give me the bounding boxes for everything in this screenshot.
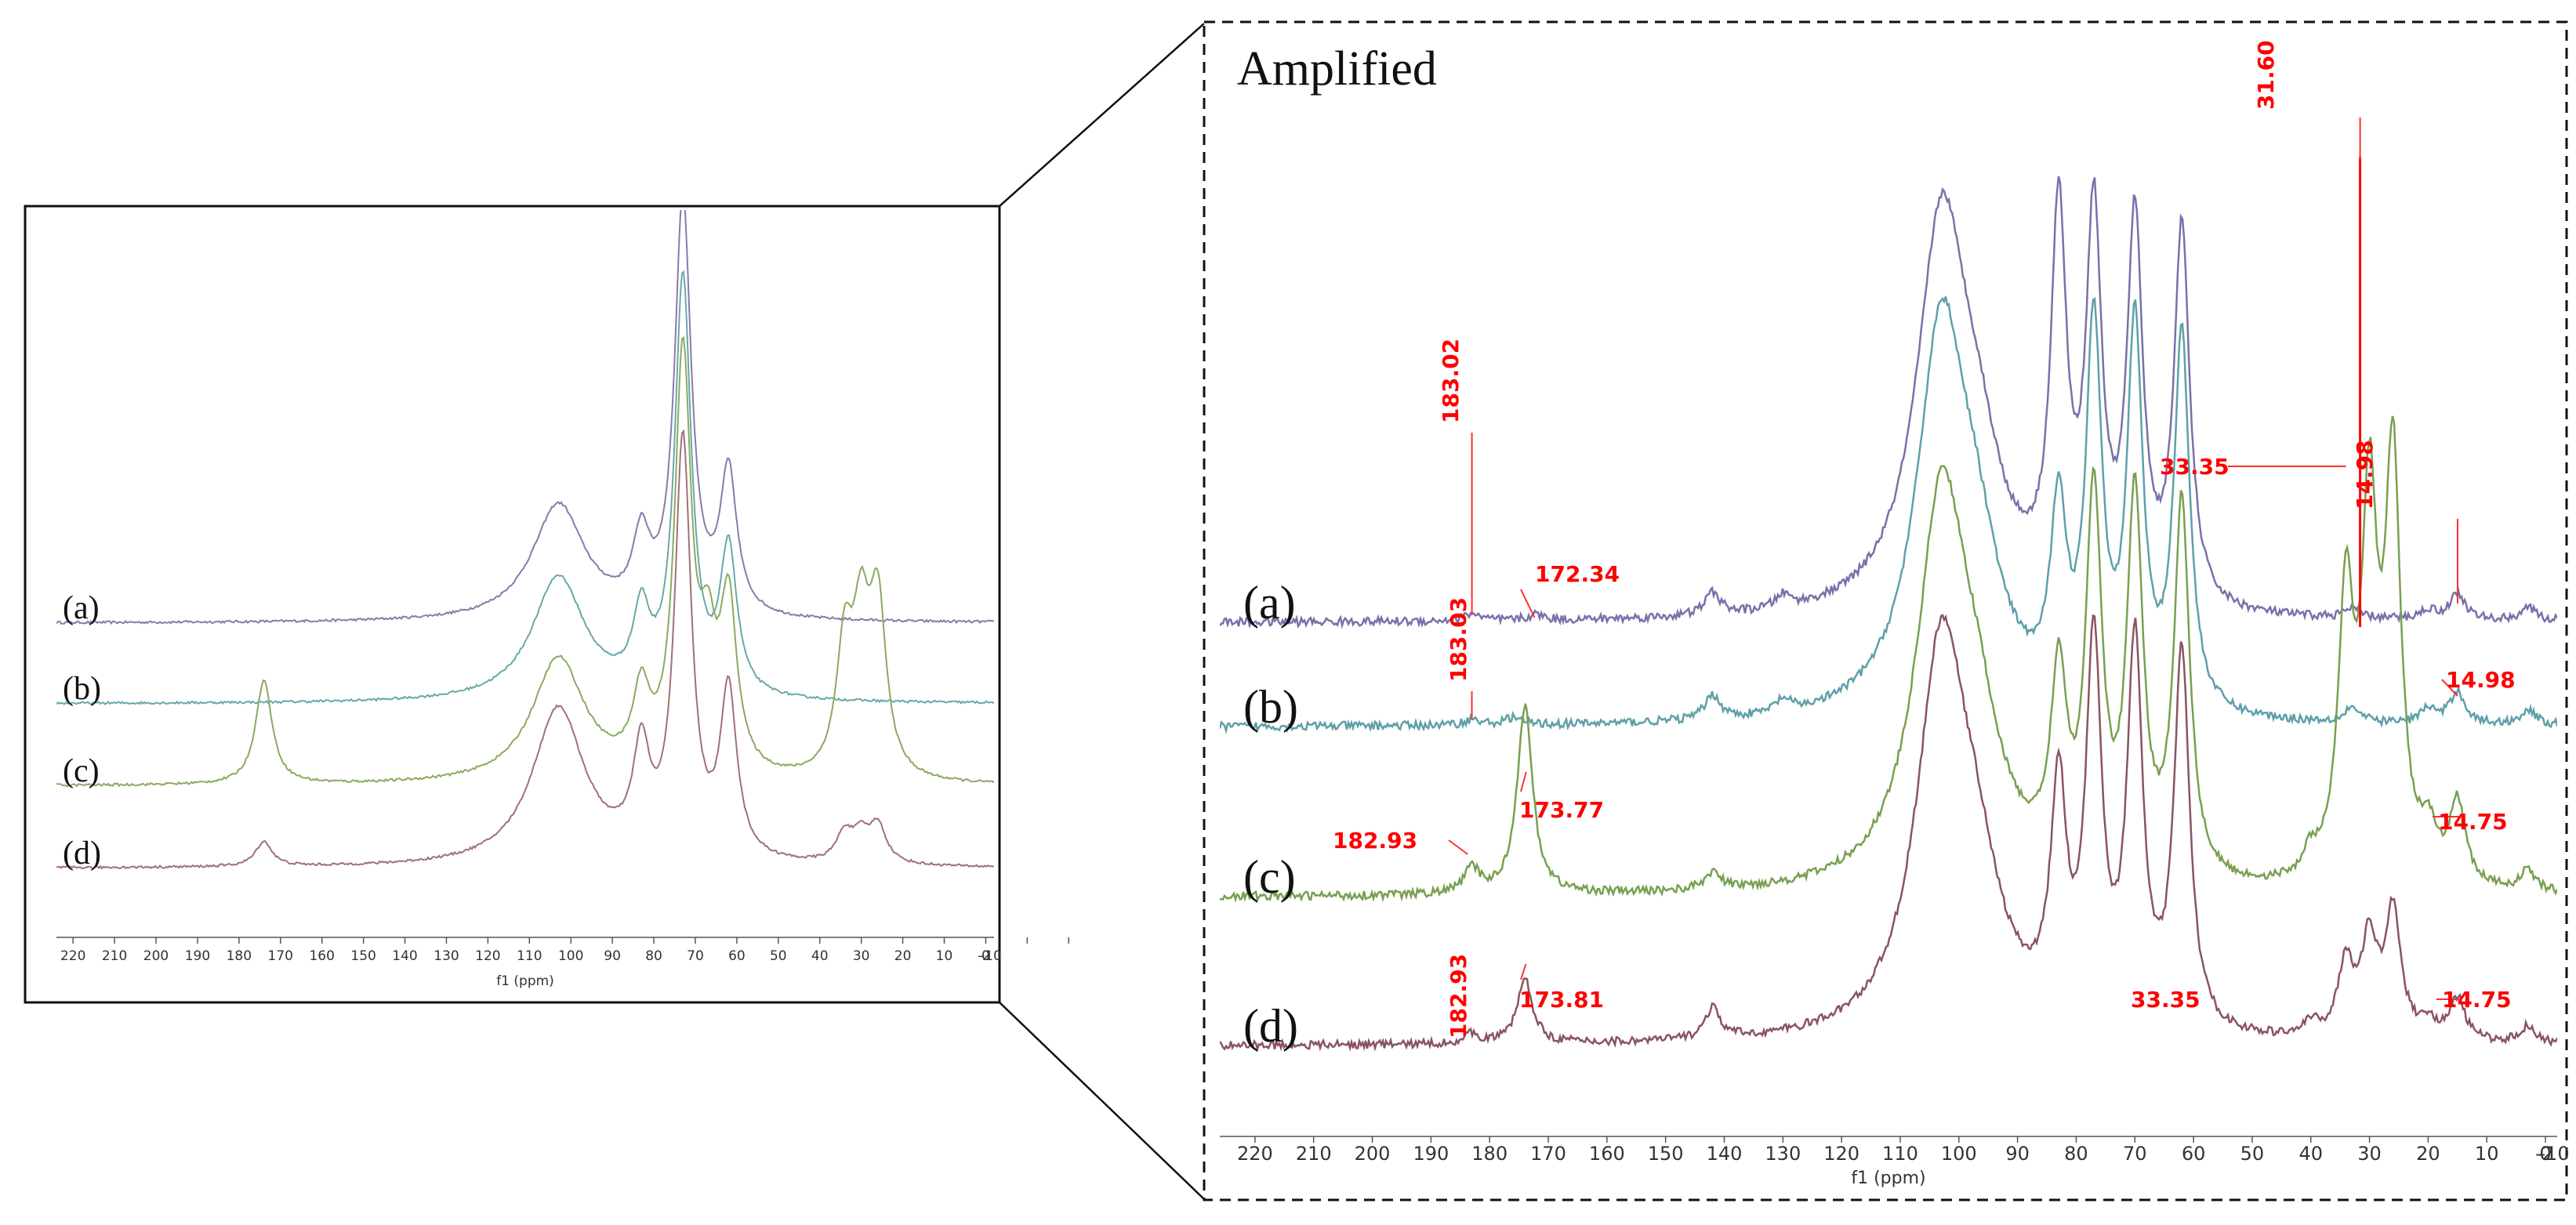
amplified-x-tick-label: 10: [2475, 1143, 2499, 1165]
amplified-annotation-leader: [1520, 771, 1527, 792]
amplified-spectrum-label: (d): [1243, 1000, 1298, 1052]
amplified-x-tick-label: 100: [1941, 1143, 1977, 1165]
amplified-x-tick-label: 60: [2182, 1143, 2206, 1165]
overview-spectrum-line-2: [56, 270, 994, 705]
overview-x-axis-title: f1 (ppm): [496, 973, 554, 989]
amplified-x-tick-label: 210: [1296, 1143, 1332, 1165]
amplified-peak-annotation: 14.75: [2438, 809, 2508, 835]
amplified-peak-annotation: 14.98: [2446, 667, 2516, 693]
amplified-peak-annotation: 173.81: [1519, 987, 1604, 1013]
overview-panel-frame: [24, 205, 1001, 1004]
amplified-peak-annotation: 182.93: [1446, 954, 1471, 1038]
amplified-panel-frame: [1203, 20, 2568, 1201]
overview-spectrum-line-4: [56, 429, 994, 870]
amplified-x-tick-label: 140: [1707, 1143, 1743, 1165]
amplified-x-tick-label: 50: [2240, 1143, 2265, 1165]
amplified-spectra-plot: 220 210 200 190 180 170 160 150 140 130 120 110 100 9…: [1220, 40, 2570, 1188]
overview-x-tick-label: 150: [350, 948, 376, 964]
amplified-peak-annotation: 182.93: [1333, 828, 1417, 854]
amplified-x-tick-label: 80: [2064, 1143, 2088, 1165]
amplified-x-tick-label: 150: [1648, 1143, 1684, 1165]
amplified-peak-annotation: 183.03: [1446, 597, 1471, 682]
overview-x-tick-label: 180: [227, 948, 252, 964]
amplified-peak-annotation: 14.98: [2352, 440, 2378, 509]
overview-x-tick-label: 120: [475, 948, 500, 964]
overview-x-tick-label: 30: [853, 948, 870, 964]
amplified-peak-annotation: 14.75: [2442, 987, 2512, 1013]
overview-x-tick-label: 130: [434, 948, 459, 964]
overview-spectrum-label: (b): [63, 671, 101, 707]
overview-x-tick-label: 160: [309, 948, 334, 964]
amplified-x-tick-label: 130: [1765, 1143, 1801, 1165]
amplified-x-tick-label: 180: [1471, 1143, 1508, 1165]
overview-x-tick-label: 0: [981, 948, 990, 964]
amplified-x-tick-label: 200: [1355, 1143, 1391, 1165]
amplified-x-tick-label: -10: [2538, 1143, 2569, 1165]
overview-spectrum-label: (a): [63, 590, 100, 626]
amplified-peak-annotation: 33.35: [2160, 454, 2230, 480]
amplified-x-tick-label: 110: [1882, 1143, 1918, 1165]
amplified-x-tick-label: 170: [1530, 1143, 1566, 1165]
overview-x-tick-label: 170: [268, 948, 293, 964]
amplified-spectrum-label: (a): [1243, 577, 1296, 629]
overview-x-tick-label: 210: [102, 948, 127, 964]
overview-x-tick-label: 220: [60, 948, 85, 964]
overview-x-tick-label: 10: [936, 948, 953, 964]
amplified-spectrum-label: (b): [1243, 681, 1298, 733]
amplified-x-tick-label: 20: [2416, 1143, 2440, 1165]
overview-x-tick-label: -2: [978, 948, 991, 964]
amplified-annotation-leader: [2441, 679, 2458, 697]
amplified-spectrum-label: (c): [1243, 851, 1296, 903]
zoom-connector-top: [999, 23, 1205, 207]
amplified-annotation-leader: [1520, 589, 1536, 618]
amplified-peak-annotation: 31.60: [2253, 40, 2279, 110]
overview-x-tick-label: 190: [185, 948, 210, 964]
zoom-connector-bottom: [999, 1002, 1205, 1200]
overview-spectrum-line-3: [56, 335, 994, 788]
amplified-peak-annotation: 33.35: [2131, 987, 2200, 1013]
amplified-annotation-leader: [1448, 839, 1468, 855]
amplified-annotation-leader: [1520, 963, 1527, 980]
amplified-x-tick-label: 30: [2357, 1143, 2382, 1165]
amplified-x-tick-label: 220: [1237, 1143, 1273, 1165]
amplified-spectrum-line-4: [1220, 614, 2557, 1053]
overview-x-tick-label: 70: [687, 948, 704, 964]
amplified-x-tick-label: 40: [2298, 1143, 2323, 1165]
overview-x-tick-label: 100: [558, 948, 583, 964]
overview-x-tick-label: 50: [770, 948, 787, 964]
overview-spectrum-line-1: [56, 210, 994, 625]
amplified-spectrum-line-1: [1220, 176, 2557, 629]
overview-spectrum-label: (d): [63, 835, 101, 872]
overview-x-tick-label: 60: [728, 948, 746, 964]
amplified-x-tick-label: 90: [2005, 1143, 2030, 1165]
overview-spectra-plot: 220 210 200 190 180 170 160 150 140 130 120 110 100 9…: [56, 210, 1070, 989]
amplified-spectrum-line-3: [1220, 415, 2557, 904]
overview-x-tick-label: 110: [517, 948, 542, 964]
overview-x-tick-label: 200: [143, 948, 169, 964]
amplified-peak-annotation: 183.02: [1438, 339, 1464, 423]
amplified-x-tick-label: -2: [2535, 1143, 2554, 1165]
amplified-x-tick-label: 70: [2123, 1143, 2147, 1165]
overview-x-tick-label: 80: [645, 948, 662, 964]
amplified-title: Amplified: [1237, 42, 1437, 96]
overview-x-tick-label: 40: [811, 948, 829, 964]
overview-x-tick-label: 90: [604, 948, 621, 964]
amplified-x-axis-title: f1 (ppm): [1851, 1169, 1925, 1188]
amplified-x-tick-label: 190: [1413, 1143, 1449, 1165]
overview-x-tick-label: 140: [392, 948, 417, 964]
amplified-peak-annotation: 173.77: [1519, 797, 1604, 823]
overview-x-tick-label: 20: [894, 948, 912, 964]
overview-spectrum-label: (c): [63, 753, 100, 789]
amplified-x-tick-label: 160: [1589, 1143, 1625, 1165]
amplified-peak-annotation: 172.34: [1535, 561, 1620, 587]
amplified-spectrum-line-2: [1220, 296, 2557, 734]
amplified-x-tick-label: 120: [1823, 1143, 1859, 1165]
amplified-x-tick-label: 0: [2539, 1143, 2551, 1165]
overview-x-tick-label: -10: [980, 948, 1002, 964]
